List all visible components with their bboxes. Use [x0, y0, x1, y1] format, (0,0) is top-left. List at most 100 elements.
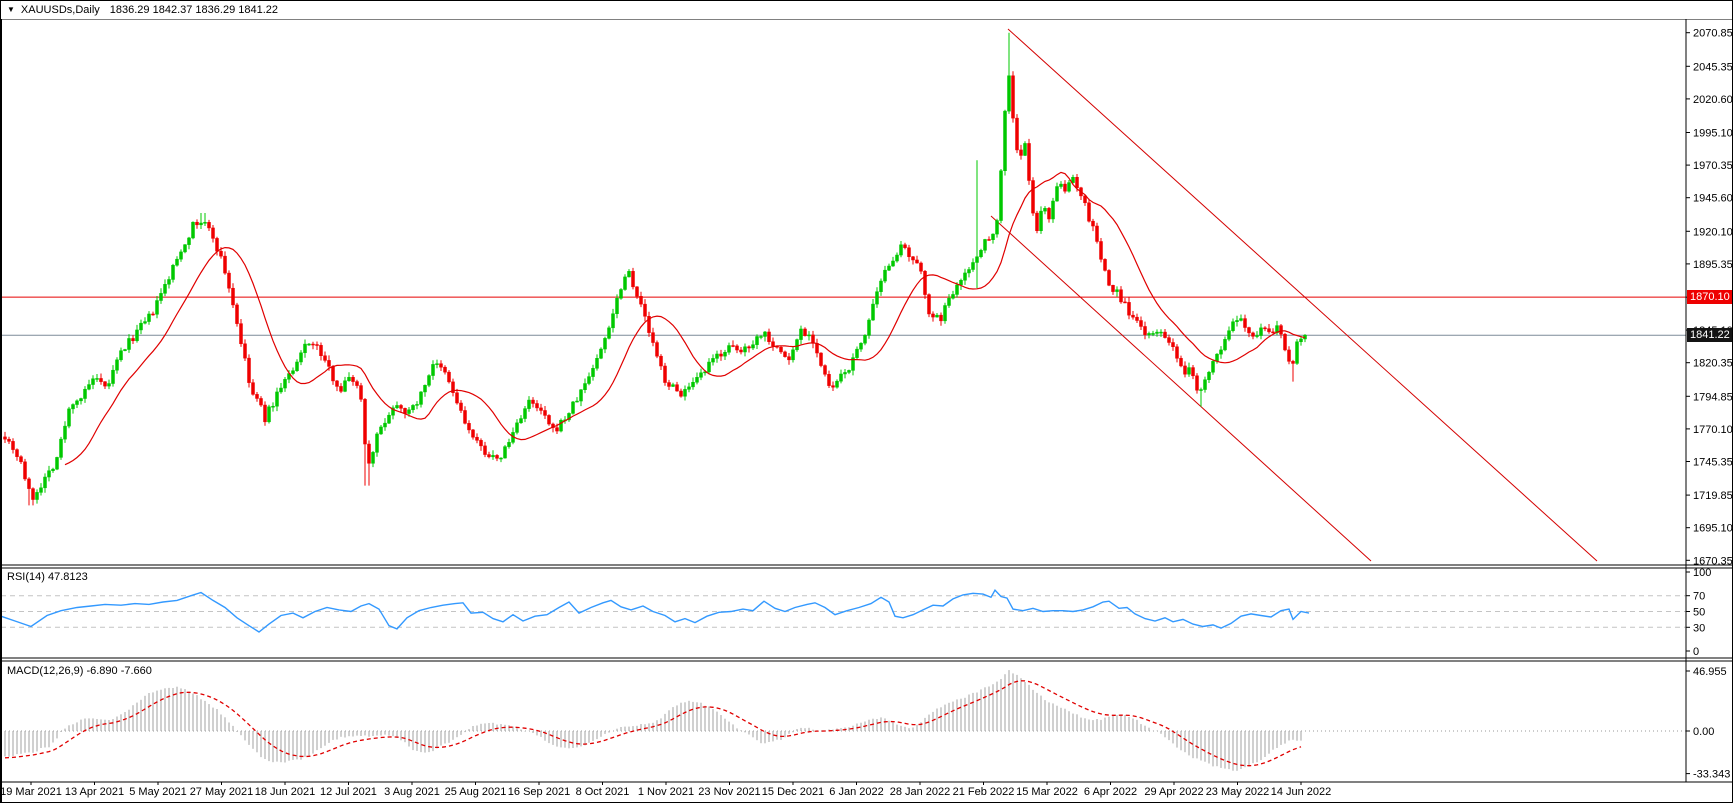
- candle-body: [455, 392, 459, 404]
- candle-body: [699, 372, 703, 378]
- date-label: 23 Nov 2021: [698, 786, 760, 798]
- candle-body: [391, 407, 395, 416]
- candle-body: [91, 378, 95, 385]
- date-label: 6 Jan 2022: [829, 786, 883, 798]
- candle-body: [71, 404, 75, 410]
- candle-body: [1179, 358, 1183, 367]
- candle-body: [147, 313, 151, 322]
- candle-body: [1163, 331, 1167, 338]
- candle-body: [547, 415, 551, 425]
- candle-body: [375, 433, 379, 453]
- candle-body: [667, 382, 671, 387]
- candle-body: [743, 346, 747, 353]
- candle-body: [1239, 318, 1243, 321]
- candle-body: [95, 378, 99, 380]
- candle-body: [851, 357, 855, 371]
- symbol-dropdown-icon[interactable]: ▼: [7, 4, 15, 14]
- candle-body: [1243, 318, 1247, 328]
- date-label: 25 Aug 2021: [445, 786, 507, 798]
- descending-trendline-2[interactable]: [990, 215, 1372, 562]
- candle-body: [407, 409, 411, 414]
- macd-tick-label: 0.00: [1693, 726, 1714, 738]
- candle-body: [1099, 241, 1103, 260]
- candle-body: [731, 345, 735, 347]
- candle-body: [83, 388, 87, 399]
- date-label: 29 Apr 2022: [1144, 786, 1203, 798]
- candle-body: [123, 349, 127, 351]
- macd-signal-line: [4, 680, 1302, 767]
- candle-body: [539, 407, 543, 411]
- candle-body: [291, 370, 295, 374]
- candle-body: [207, 222, 211, 229]
- candle-body: [319, 345, 323, 356]
- candle-body: [43, 476, 47, 489]
- candle-body: [655, 342, 659, 357]
- candle-body: [1115, 289, 1119, 292]
- candle-body: [755, 336, 759, 345]
- candle-body: [99, 378, 103, 382]
- candle-body: [1003, 110, 1007, 171]
- candle-body: [1059, 183, 1063, 187]
- candle-body: [735, 345, 739, 351]
- candle-body: [423, 385, 427, 393]
- candle-body: [55, 457, 59, 470]
- candle-body: [1095, 225, 1099, 242]
- candle-body: [523, 408, 527, 419]
- candle-body: [1227, 330, 1231, 340]
- candle-body: [931, 313, 935, 318]
- candle-body: [475, 436, 479, 441]
- candle-body: [823, 365, 827, 375]
- candle-body: [615, 298, 619, 314]
- candle-body: [471, 429, 475, 438]
- candle-body: [935, 314, 939, 318]
- candle-body: [883, 269, 887, 282]
- candle-body: [903, 244, 907, 248]
- date-label: 5 May 2021: [129, 786, 186, 798]
- candle-body: [519, 418, 523, 424]
- candle-body: [1235, 320, 1239, 322]
- candle-body: [647, 316, 651, 333]
- price-tick-label: 1670.35: [1693, 555, 1733, 567]
- candle-body: [787, 356, 791, 361]
- candle-body: [1159, 331, 1163, 334]
- candle-body: [371, 452, 375, 464]
- candle-body: [163, 284, 167, 294]
- candle-body: [843, 372, 847, 375]
- price-tick-label: 2070.85: [1693, 28, 1733, 40]
- rsi-line: [1, 589, 1310, 633]
- candle-body: [247, 357, 251, 383]
- candle-body: [331, 366, 335, 382]
- moving-average-line[interactable]: [64, 171, 1306, 466]
- date-label: 18 Jun 2021: [255, 786, 316, 798]
- candle-body: [191, 221, 195, 239]
- candle-body: [739, 349, 743, 353]
- candle-body: [27, 478, 31, 489]
- candle-body: [1039, 210, 1043, 232]
- candle-body: [1055, 186, 1059, 202]
- candle-body: [367, 443, 371, 464]
- current-price-tag: 1841.22: [1687, 328, 1732, 342]
- candle-body: [1015, 117, 1019, 151]
- macd-tick-label: 46.955: [1693, 666, 1727, 678]
- price-tick-label: 1995.10: [1693, 127, 1733, 139]
- candle-body: [499, 457, 503, 460]
- candle-body: [1291, 361, 1295, 364]
- candle-body: [531, 399, 535, 404]
- candle-body: [543, 410, 547, 416]
- candle-body: [1007, 75, 1011, 112]
- candle-body: [807, 334, 811, 337]
- macd-tick-label: -33.343: [1693, 769, 1730, 781]
- resistance-price-tag[interactable]: 1870.10: [1687, 290, 1732, 304]
- descending-trendline-1[interactable]: [1007, 28, 1598, 562]
- candle-body: [107, 383, 111, 387]
- candle-body: [267, 406, 271, 423]
- candle-body: [443, 366, 447, 373]
- candle-body: [415, 404, 419, 406]
- price-tick-label: 1695.10: [1693, 523, 1733, 535]
- candle-body: [1139, 320, 1143, 327]
- candle-body: [1027, 143, 1031, 181]
- candle-body: [527, 399, 531, 409]
- price-tick-label: 1794.85: [1693, 391, 1733, 403]
- candle-body: [1031, 180, 1035, 214]
